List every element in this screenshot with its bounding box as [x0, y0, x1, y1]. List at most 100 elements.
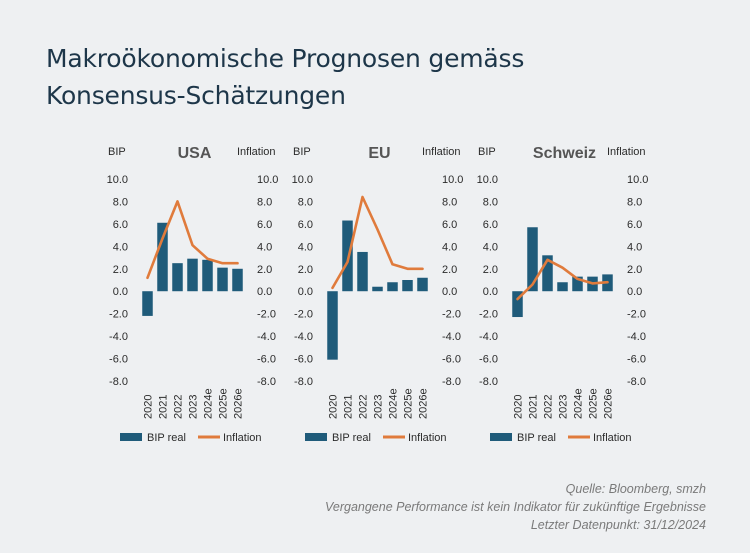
usa-right-tick-label: 10.0	[257, 174, 278, 186]
page-title: Makroökonomische Prognosen gemäss Konsen…	[46, 40, 726, 114]
eu-right-tick-label: 10.0	[442, 174, 463, 186]
usa-right-tick-label: 2.0	[257, 264, 272, 276]
schweiz-x-tick-label: 2022	[543, 395, 555, 419]
usa-legend-bar-swatch	[120, 433, 142, 441]
usa-x-tick-label: 2022	[173, 395, 185, 419]
schweiz-x-tick-label: 2024e	[573, 388, 585, 419]
usa-legend-line-label: Inflation	[223, 432, 262, 444]
usa-bar-2023	[187, 258, 198, 292]
usa-left-tick-label: -8.0	[109, 376, 128, 388]
eu-bar-2024e	[387, 282, 398, 292]
eu-right-tick-label: -6.0	[442, 354, 461, 366]
usa-bar-2020	[142, 291, 153, 316]
eu-x-tick-label: 2022	[358, 395, 370, 419]
schweiz-bar-2024e	[572, 276, 583, 292]
schweiz-right-tick-label: 8.0	[627, 196, 642, 208]
title-line-2: Konsensus-Schätzungen	[46, 81, 346, 110]
eu-legend-bar-label: BIP real	[332, 432, 371, 444]
schweiz-left-tick-label: 4.0	[483, 241, 498, 253]
usa-right-tick-label: 0.0	[257, 286, 272, 298]
eu-right-tick-label: -2.0	[442, 309, 461, 321]
schweiz-legend-bar-swatch	[490, 433, 512, 441]
schweiz-x-tick-label: 2025e	[588, 388, 600, 419]
eu-right-tick-label: -4.0	[442, 331, 461, 343]
eu-bar-2021	[342, 220, 353, 292]
schweiz-right-tick-label: 4.0	[627, 241, 642, 253]
usa-left-tick-label: 6.0	[113, 219, 128, 231]
schweiz-right-tick-label: -4.0	[627, 331, 646, 343]
eu-bar-2025e	[402, 280, 413, 292]
schweiz-right-tick-label: 2.0	[627, 264, 642, 276]
schweiz-left-tick-label: 2.0	[483, 264, 498, 276]
usa-left-tick-label: 2.0	[113, 264, 128, 276]
usa-x-tick-label: 2020	[143, 395, 155, 419]
eu-left-tick-label: 4.0	[298, 241, 313, 253]
eu-right-tick-label: 2.0	[442, 264, 457, 276]
usa-inflation-line	[146, 200, 239, 280]
usa-left-tick-label: 10.0	[107, 174, 128, 186]
eu-bar-2023	[372, 286, 383, 292]
schweiz-right-tick-label: -2.0	[627, 309, 646, 321]
schweiz-bar-2020	[512, 291, 523, 318]
schweiz-left-tick-label: -6.0	[479, 354, 498, 366]
eu-x-tick-label: 2026e	[418, 388, 430, 419]
eu-right-tick-label: 8.0	[442, 196, 457, 208]
schweiz-right-tick-label: 0.0	[627, 286, 642, 298]
usa-x-tick-label: 2021	[158, 395, 170, 419]
eu-legend-line-label: Inflation	[408, 432, 447, 444]
usa-right-tick-label: -6.0	[257, 354, 276, 366]
usa-right-tick-label: -4.0	[257, 331, 276, 343]
footer: Quelle: Bloomberg, smzh Vergangene Perfo…	[325, 480, 706, 534]
eu-bar-2026e	[417, 277, 428, 292]
eu-right-tick-label: 0.0	[442, 286, 457, 298]
usa-left-tick-label: 0.0	[113, 286, 128, 298]
schweiz-right-tick-label: 10.0	[627, 174, 648, 186]
schweiz-left-tick-label: -2.0	[479, 309, 498, 321]
schweiz-right-tick-label: -6.0	[627, 354, 646, 366]
usa-right-tick-label: 8.0	[257, 196, 272, 208]
schweiz-x-tick-label: 2023	[558, 395, 570, 419]
eu-x-tick-label: 2024e	[388, 388, 400, 419]
schweiz-bip-label: BIP	[478, 146, 496, 158]
title-line-1: Makroökonomische Prognosen gemäss	[46, 44, 525, 73]
eu-x-tick-label: 2023	[373, 395, 385, 419]
usa-bar-2026e	[232, 268, 243, 292]
eu-left-tick-label: -4.0	[294, 331, 313, 343]
schweiz-legend-bar-label: BIP real	[517, 432, 556, 444]
last-data-point-note: Letzter Datenpunkt: 31/12/2024	[530, 518, 706, 532]
eu-right-tick-label: -8.0	[442, 376, 461, 388]
schweiz-x-tick-label: 2021	[528, 395, 540, 419]
usa-right-tick-label: -2.0	[257, 309, 276, 321]
usa-x-tick-label: 2024e	[203, 388, 215, 419]
schweiz-bar-2023	[557, 282, 568, 292]
schweiz-inflation-label: Inflation	[607, 146, 646, 158]
eu-left-tick-label: 6.0	[298, 219, 313, 231]
eu-bip-label: BIP	[293, 146, 311, 158]
eu-legend-bar-swatch	[305, 433, 327, 441]
schweiz-left-tick-label: 0.0	[483, 286, 498, 298]
usa-bar-2024e	[202, 259, 213, 292]
usa-chart-title: USA	[178, 145, 212, 162]
usa-left-tick-label: 8.0	[113, 196, 128, 208]
schweiz-bar-2021	[527, 227, 538, 292]
schweiz-left-tick-label: 8.0	[483, 196, 498, 208]
eu-inflation-label: Inflation	[422, 146, 461, 158]
eu-x-tick-label: 2025e	[403, 388, 415, 419]
eu-left-tick-label: 10.0	[292, 174, 313, 186]
eu-chart-title: EU	[368, 145, 390, 162]
usa-bip-label: BIP	[108, 146, 126, 158]
schweiz-left-tick-label: -8.0	[479, 376, 498, 388]
usa-right-tick-label: -8.0	[257, 376, 276, 388]
schweiz-bar-2022	[542, 255, 553, 292]
eu-bar-2020	[327, 291, 338, 360]
eu-left-tick-label: -6.0	[294, 354, 313, 366]
usa-bar-2021	[157, 222, 168, 292]
eu-left-tick-label: -8.0	[294, 376, 313, 388]
disclaimer-note: Vergangene Performance ist kein Indikato…	[325, 500, 706, 514]
eu-bar-2022	[357, 251, 368, 292]
usa-inflation-label: Inflation	[237, 146, 276, 158]
schweiz-right-tick-label: 6.0	[627, 219, 642, 231]
eu-right-tick-label: 6.0	[442, 219, 457, 231]
schweiz-chart-title: Schweiz	[533, 145, 596, 162]
